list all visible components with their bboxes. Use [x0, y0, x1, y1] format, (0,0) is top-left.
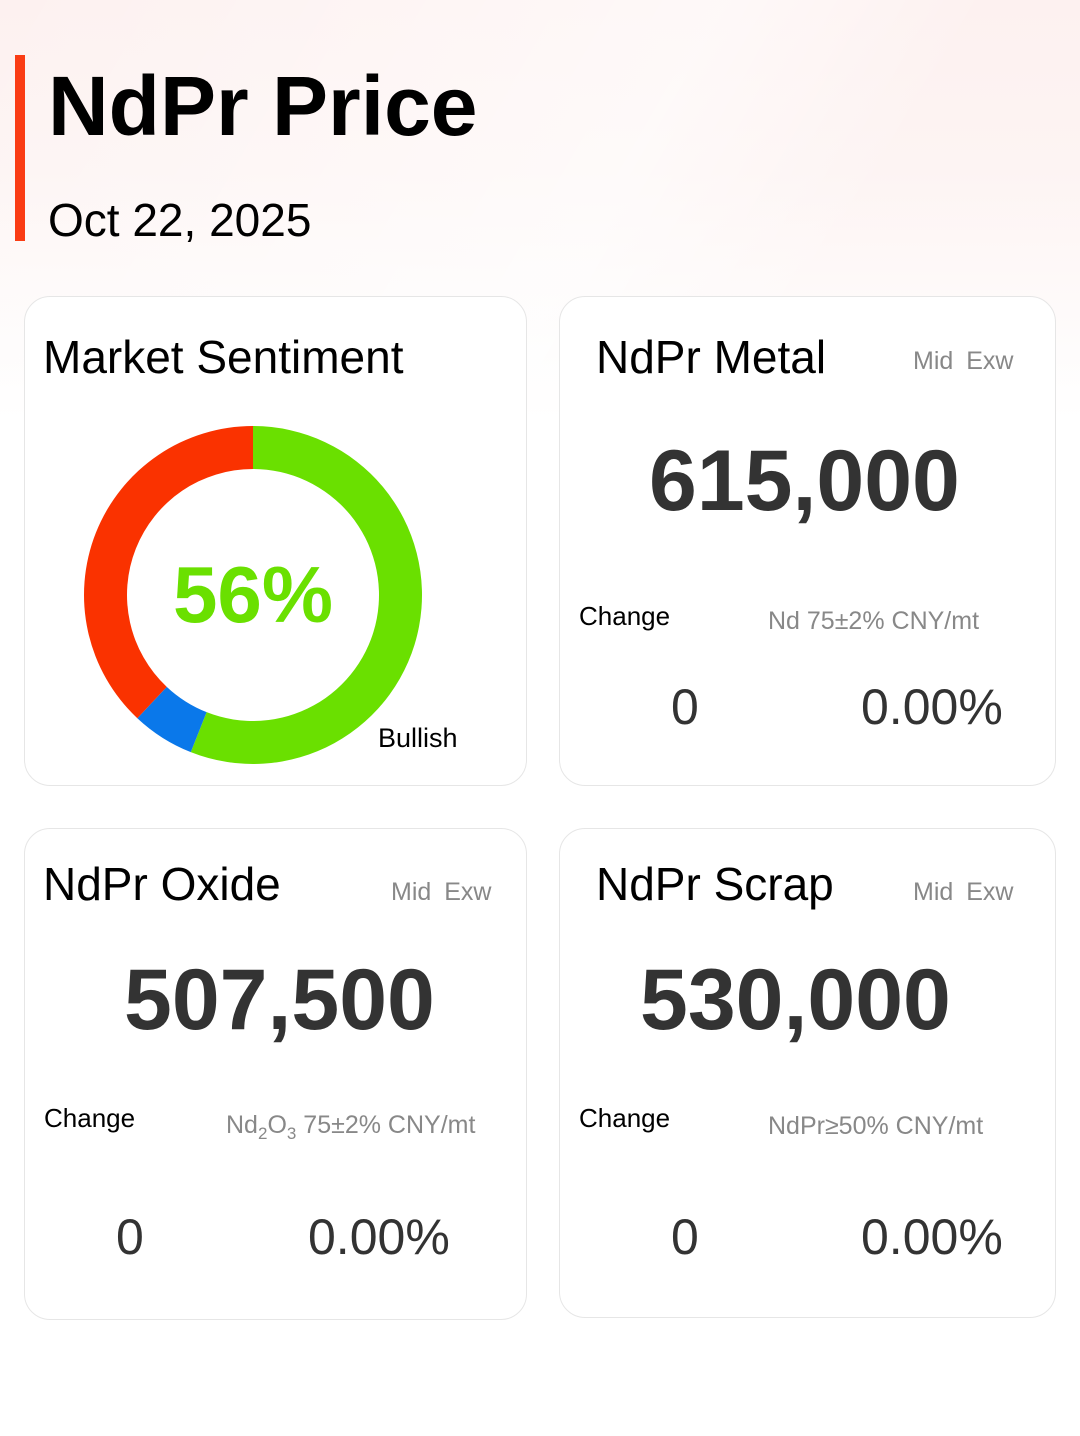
page-date: Oct 22, 2025 — [48, 194, 312, 246]
metal-change-abs: 0 — [671, 679, 699, 735]
scrap-change-abs: 0 — [671, 1209, 699, 1265]
oxide-spec-prefix: Nd — [226, 1111, 258, 1139]
ndpr-oxide-card: NdPr Oxide Mid Exw 507,500 Change Nd2O3 … — [24, 828, 527, 1320]
scrap-price-basis: Mid Exw — [913, 878, 1014, 906]
sentiment-donut-chart — [83, 426, 422, 764]
market-sentiment-card: Market Sentiment 56% Bullish — [24, 296, 527, 786]
oxide-change-label: Change — [44, 1103, 136, 1133]
metal-change-pct: 0.00% — [861, 679, 1003, 735]
metal-spec: Nd 75±2% CNY/mt — [768, 607, 980, 635]
metal-price: 615,000 — [649, 433, 960, 529]
oxide-change-pct: 0.00% — [308, 1209, 450, 1265]
sentiment-percent: 56% — [172, 550, 334, 639]
sentiment-title: Market Sentiment — [43, 331, 404, 383]
oxide-spec: Nd2O3 75±2% CNY/mt — [226, 1111, 476, 1143]
oxide-spec-mid: O — [267, 1111, 287, 1139]
scrap-change-label: Change — [579, 1103, 671, 1133]
oxide-price-basis: Mid Exw — [391, 878, 492, 906]
metal-title: NdPr Metal — [596, 331, 827, 383]
metal-change-label: Change — [579, 601, 671, 631]
donut-segment-bullish — [190, 426, 422, 764]
donut-segment-neutral — [137, 686, 207, 753]
scrap-price: 530,000 — [640, 952, 951, 1048]
scrap-spec: NdPr≥50% CNY/mt — [768, 1112, 984, 1140]
page-title: NdPr Price — [48, 59, 478, 153]
ndpr-metal-card: NdPr Metal Mid Exw 615,000 Change Nd 75±… — [559, 296, 1056, 786]
scrap-title: NdPr Scrap — [596, 858, 834, 910]
oxide-price: 507,500 — [124, 952, 435, 1048]
oxide-spec-sub2: 3 — [286, 1124, 297, 1143]
donut-segment-bearish — [83, 426, 253, 719]
title-accent-bar — [15, 55, 25, 241]
oxide-spec-sub1: 2 — [257, 1124, 268, 1143]
oxide-spec-suffix: 75±2% CNY/mt — [296, 1111, 476, 1139]
ndpr-scrap-card: NdPr Scrap Mid Exw 530,000 Change NdPr≥5… — [559, 828, 1056, 1318]
sentiment-label: Bullish — [378, 723, 458, 753]
oxide-title: NdPr Oxide — [43, 858, 281, 910]
scrap-change-pct: 0.00% — [861, 1209, 1003, 1265]
oxide-change-abs: 0 — [116, 1209, 144, 1265]
metal-price-basis: Mid Exw — [913, 347, 1014, 375]
